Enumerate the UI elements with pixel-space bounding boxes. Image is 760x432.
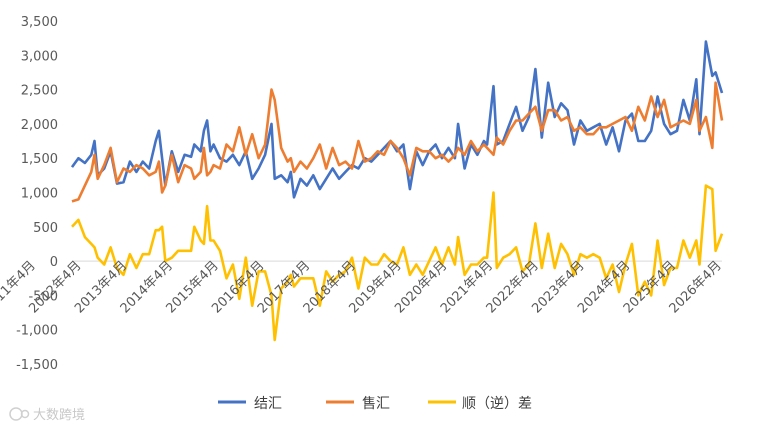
y-tick-label: 3,500 — [21, 15, 58, 30]
y-tick-label: 2,000 — [21, 118, 58, 133]
logo-icon — [9, 407, 30, 421]
legend-item-shunni[interactable]: 顺（逆）差 — [428, 396, 532, 412]
series-line-1 — [71, 81, 724, 203]
y-tick-label: 1,500 — [21, 152, 58, 167]
y-tick-label: 500 — [33, 221, 58, 236]
legend-label: 售汇 — [362, 396, 390, 412]
legend-label: 顺（逆）差 — [462, 396, 532, 412]
legend: 结汇 售汇 顺（逆）差 — [218, 396, 532, 412]
legend-label: 结汇 — [254, 396, 282, 412]
y-axis-ticks: 3,500 3,000 2,500 2,000 1,500 1,000 500 0 -500 -1… — [16, 15, 58, 373]
y-tick-label: -500 — [28, 289, 58, 304]
legend-item-jiehui[interactable]: 结汇 — [218, 396, 282, 412]
watermark: 大数跨境 — [9, 407, 85, 423]
y-tick-label: -1,500 — [16, 358, 58, 373]
y-tick-label: 2,500 — [21, 84, 58, 99]
watermark-text: 大数跨境 — [33, 408, 85, 423]
y-tick-label: 3,000 — [21, 49, 58, 64]
y-tick-label: 0 — [50, 255, 58, 270]
y-tick-label: -1,000 — [16, 324, 58, 339]
y-tick-label: 1,000 — [21, 187, 58, 202]
series-line-0 — [70, 40, 724, 199]
series-lines — [70, 40, 724, 342]
series-line-2 — [71, 184, 724, 342]
legend-item-shouhui[interactable]: 售汇 — [326, 396, 390, 412]
